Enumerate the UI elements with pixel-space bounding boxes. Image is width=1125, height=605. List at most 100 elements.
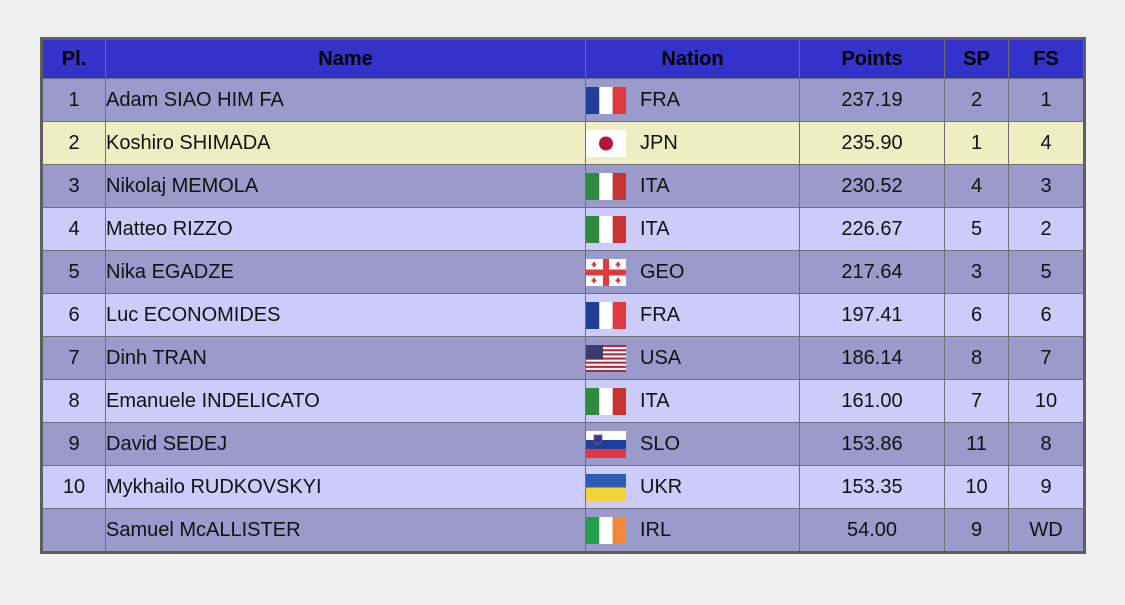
fs-cell: 9 bbox=[1008, 465, 1085, 509]
name-cell: Emanuele INDELICATO bbox=[105, 379, 586, 423]
fs-cell: 10 bbox=[1008, 379, 1085, 423]
nation-code: FRA bbox=[640, 303, 680, 326]
table-row: 6 Luc ECONOMIDES FRA 197.41 6 6 bbox=[41, 293, 1085, 337]
place-cell: 3 bbox=[41, 164, 106, 208]
name-cell: Koshiro SHIMADA bbox=[105, 121, 586, 165]
nation-cell: IRL bbox=[585, 508, 800, 553]
table-row: 4 Matteo RIZZO ITA 226.67 5 2 bbox=[41, 207, 1085, 251]
header-row: Pl. Name Nation Points SP FS bbox=[41, 38, 1085, 79]
fs-cell: 6 bbox=[1008, 293, 1085, 337]
name-cell: Nika EGADZE bbox=[105, 250, 586, 294]
sp-cell: 10 bbox=[944, 465, 1009, 509]
points-cell: 230.52 bbox=[799, 164, 945, 208]
place-cell: 10 bbox=[41, 465, 106, 509]
points-cell: 197.41 bbox=[799, 293, 945, 337]
sp-cell: 8 bbox=[944, 336, 1009, 380]
name-cell: Luc ECONOMIDES bbox=[105, 293, 586, 337]
points-cell: 237.19 bbox=[799, 78, 945, 122]
geo-flag-icon bbox=[586, 258, 626, 286]
fra-flag-icon bbox=[586, 301, 626, 329]
nation-cell: ITA bbox=[585, 379, 800, 423]
nation-cell: SLO bbox=[585, 422, 800, 466]
place-cell: 5 bbox=[41, 250, 106, 294]
points-cell: 153.86 bbox=[799, 422, 945, 466]
sp-cell: 3 bbox=[944, 250, 1009, 294]
nation-cell: JPN bbox=[585, 121, 800, 165]
fs-cell: 8 bbox=[1008, 422, 1085, 466]
ita-flag-icon bbox=[586, 215, 626, 243]
name-cell: Dinh TRAN bbox=[105, 336, 586, 380]
nation-cell: FRA bbox=[585, 293, 800, 337]
place-cell bbox=[41, 508, 106, 553]
name-cell: Mykhailo RUDKOVSKYI bbox=[105, 465, 586, 509]
nation-cell: ITA bbox=[585, 207, 800, 251]
place-cell: 6 bbox=[41, 293, 106, 337]
nation-code: ITA bbox=[640, 217, 670, 240]
header-sp: SP bbox=[944, 38, 1009, 79]
ita-flag-icon bbox=[586, 172, 626, 200]
place-cell: 8 bbox=[41, 379, 106, 423]
table-row: 3 Nikolaj MEMOLA ITA 230.52 4 3 bbox=[41, 164, 1085, 208]
place-cell: 2 bbox=[41, 121, 106, 165]
nation-cell: UKR bbox=[585, 465, 800, 509]
table-row: 2 Koshiro SHIMADA JPN 235.90 1 4 bbox=[41, 121, 1085, 165]
table-row: 1 Adam SIAO HIM FA FRA 237.19 2 1 bbox=[41, 78, 1085, 122]
header-place: Pl. bbox=[41, 38, 106, 79]
name-cell: Adam SIAO HIM FA bbox=[105, 78, 586, 122]
table-row: 9 David SEDEJ SLO 153.86 11 8 bbox=[41, 422, 1085, 466]
nation-code: IRL bbox=[640, 518, 672, 541]
nation-code: FRA bbox=[640, 88, 680, 111]
points-cell: 186.14 bbox=[799, 336, 945, 380]
table-row: 7 Dinh TRAN USA 186.14 8 7 bbox=[41, 336, 1085, 380]
points-cell: 161.00 bbox=[799, 379, 945, 423]
sp-cell: 1 bbox=[944, 121, 1009, 165]
points-cell: 153.35 bbox=[799, 465, 945, 509]
header-fs: FS bbox=[1008, 38, 1085, 79]
fs-cell: 2 bbox=[1008, 207, 1085, 251]
results-table: Pl. Name Nation Points SP FS 1 Adam SIAO … bbox=[40, 37, 1086, 554]
fs-cell: 7 bbox=[1008, 336, 1085, 380]
nation-cell: ITA bbox=[585, 164, 800, 208]
fs-cell: WD bbox=[1008, 508, 1085, 553]
header-points: Points bbox=[799, 38, 945, 79]
nation-code: GEO bbox=[640, 260, 685, 283]
table-row: Samuel McALLISTER IRL 54.00 9 WD bbox=[41, 508, 1085, 553]
usa-flag-icon bbox=[586, 344, 626, 372]
results-table-container: Pl. Name Nation Points SP FS 1 Adam SIAO … bbox=[40, 37, 1086, 554]
nation-code: JPN bbox=[640, 131, 678, 154]
points-cell: 217.64 bbox=[799, 250, 945, 294]
name-cell: Matteo RIZZO bbox=[105, 207, 586, 251]
ita-flag-icon bbox=[586, 387, 626, 415]
place-cell: 7 bbox=[41, 336, 106, 380]
nation-cell: FRA bbox=[585, 78, 800, 122]
fs-cell: 4 bbox=[1008, 121, 1085, 165]
sp-cell: 5 bbox=[944, 207, 1009, 251]
sp-cell: 7 bbox=[944, 379, 1009, 423]
sp-cell: 9 bbox=[944, 508, 1009, 553]
fs-cell: 1 bbox=[1008, 78, 1085, 122]
ukr-flag-icon bbox=[586, 473, 626, 501]
points-cell: 226.67 bbox=[799, 207, 945, 251]
nation-code: USA bbox=[640, 346, 682, 369]
nation-code: SLO bbox=[640, 432, 681, 455]
points-cell: 235.90 bbox=[799, 121, 945, 165]
fs-cell: 5 bbox=[1008, 250, 1085, 294]
sp-cell: 6 bbox=[944, 293, 1009, 337]
sp-cell: 2 bbox=[944, 78, 1009, 122]
table-row: 8 Emanuele INDELICATO ITA 161.00 7 10 bbox=[41, 379, 1085, 423]
name-cell: Samuel McALLISTER bbox=[105, 508, 586, 553]
name-cell: David SEDEJ bbox=[105, 422, 586, 466]
nation-code: ITA bbox=[640, 174, 670, 197]
sp-cell: 11 bbox=[944, 422, 1009, 466]
table-row: 5 Nika EGADZE GEO 217.64 3 5 bbox=[41, 250, 1085, 294]
fs-cell: 3 bbox=[1008, 164, 1085, 208]
place-cell: 4 bbox=[41, 207, 106, 251]
nation-code: ITA bbox=[640, 389, 670, 412]
place-cell: 9 bbox=[41, 422, 106, 466]
nation-cell: USA bbox=[585, 336, 800, 380]
table-row: 10 Mykhailo RUDKOVSKYI UKR 153.35 10 9 bbox=[41, 465, 1085, 509]
nation-code: UKR bbox=[640, 475, 683, 498]
irl-flag-icon bbox=[586, 516, 626, 544]
header-name: Name bbox=[105, 38, 586, 79]
header-nation: Nation bbox=[585, 38, 800, 79]
